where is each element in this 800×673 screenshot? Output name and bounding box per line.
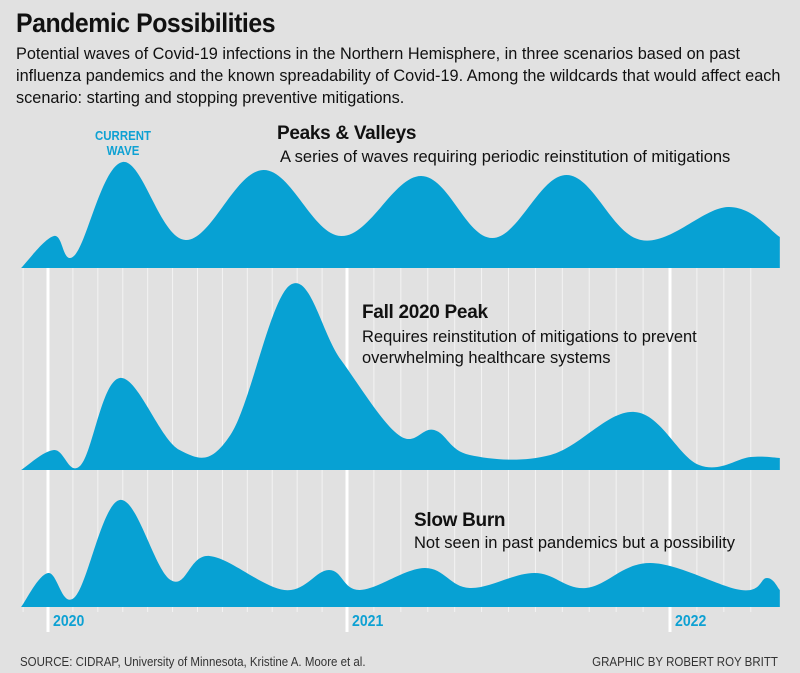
scenario-title-peaks-valleys: Peaks & Valleys: [277, 123, 417, 144]
page-title: Pandemic Possibilities: [16, 8, 276, 38]
scenario-desc-fall-2020-peak: Requires reinstitution of mitigations to…: [362, 328, 697, 367]
subtitle: Potential waves of Covid-19 infections i…: [16, 45, 781, 107]
scenario-desc-slow-burn: Not seen in past pandemics but a possibi…: [414, 534, 736, 552]
scenario-desc-peaks-valleys: A series of waves requiring periodic rei…: [280, 148, 731, 166]
area-peaks-valleys: [21, 161, 780, 268]
graphic-credit: GRAPHIC BY ROBERT ROY BRITT: [592, 655, 778, 669]
area-slow-burn: [21, 499, 780, 607]
area-fall-2020-peak: [21, 283, 780, 470]
current-wave-label: CURRENT WAVE: [95, 128, 151, 158]
source-note: SOURCE: CIDRAP, University of Minnesota,…: [20, 655, 366, 669]
x-tick-2022: 2022: [675, 613, 707, 630]
scenario-areas: [21, 161, 780, 607]
x-tick-2021: 2021: [352, 613, 384, 630]
scenario-title-slow-burn: Slow Burn: [414, 510, 506, 531]
scenario-title-fall-2020-peak: Fall 2020 Peak: [362, 302, 488, 323]
x-tick-2020: 2020: [53, 613, 85, 630]
